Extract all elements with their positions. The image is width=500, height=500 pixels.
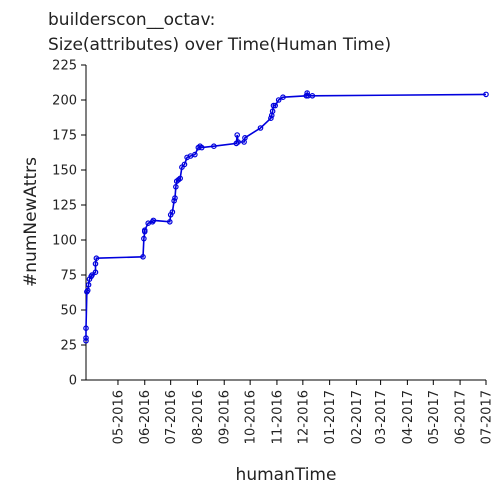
y-tick-label: 100 bbox=[52, 234, 77, 249]
y-tick-label: 0 bbox=[69, 374, 77, 389]
data-series bbox=[83, 90, 489, 344]
y-tick-label: 200 bbox=[52, 94, 77, 109]
data-point bbox=[140, 253, 146, 260]
x-tick-label: 05-2017 bbox=[427, 390, 442, 444]
data-point bbox=[268, 115, 274, 122]
data-point bbox=[192, 151, 198, 158]
data-point bbox=[483, 91, 489, 98]
data-point bbox=[280, 94, 286, 101]
data-point bbox=[85, 281, 92, 288]
data-point bbox=[83, 335, 89, 341]
data-point bbox=[309, 93, 316, 99]
data-point bbox=[169, 209, 176, 215]
x-tick-label: 05-2016 bbox=[111, 390, 126, 444]
x-tick-label: 06-2017 bbox=[454, 390, 469, 444]
data-point bbox=[171, 198, 177, 204]
data-point bbox=[92, 269, 99, 276]
x-tick-label: 09-2016 bbox=[218, 390, 233, 444]
y-axis-label: #numNewAttrs bbox=[21, 157, 41, 287]
data-point bbox=[257, 125, 264, 131]
data-point bbox=[272, 102, 279, 109]
data-point bbox=[83, 337, 89, 344]
data-point bbox=[141, 227, 148, 234]
x-tick-label: 11-2016 bbox=[270, 390, 285, 444]
y-tick-label: 125 bbox=[52, 199, 77, 214]
x-tick-label: 06-2016 bbox=[138, 390, 153, 444]
data-point bbox=[93, 255, 100, 262]
x-tick-label: 02-2017 bbox=[350, 390, 365, 444]
data-point bbox=[172, 195, 178, 201]
x-tick-label: 10-2016 bbox=[244, 390, 259, 444]
data-point bbox=[242, 135, 248, 141]
data-point bbox=[83, 325, 89, 332]
x-tick-label: 08-2016 bbox=[191, 390, 206, 444]
y-tick-label: 175 bbox=[52, 129, 77, 144]
data-point bbox=[275, 97, 282, 103]
data-point bbox=[234, 132, 240, 138]
data-point bbox=[211, 143, 217, 150]
data-point bbox=[141, 235, 147, 242]
x-tick-label: 03-2017 bbox=[374, 390, 389, 444]
y-tick-label: 150 bbox=[52, 164, 77, 179]
x-tick-label: 07-2016 bbox=[164, 390, 179, 444]
series-line bbox=[85, 90, 487, 341]
y-tick-label: 225 bbox=[52, 59, 77, 74]
data-point bbox=[269, 108, 276, 115]
y-tick-label: 75 bbox=[60, 269, 77, 284]
y-axis-ticks: 0 25 50 75 100 125 150 175 200 225 bbox=[52, 59, 86, 389]
x-tick-label: 04-2017 bbox=[401, 390, 416, 444]
data-point bbox=[177, 175, 183, 182]
x-tick-label: 12-2016 bbox=[296, 390, 311, 444]
data-point bbox=[198, 144, 205, 151]
data-point bbox=[167, 219, 173, 225]
data-point bbox=[92, 260, 99, 267]
x-tick-label: 07-2017 bbox=[480, 390, 495, 444]
data-point bbox=[89, 272, 95, 278]
x-axis-label: humanTime bbox=[236, 465, 337, 485]
chart-title-line-2: Size(attributes) over Time(Human Time) bbox=[48, 35, 391, 55]
data-point bbox=[84, 287, 91, 294]
y-tick-label: 25 bbox=[60, 339, 77, 354]
x-axis-ticks: 05-2016 06-2016 07-2016 08-2016 09-2016 10-20… bbox=[111, 380, 495, 444]
data-point bbox=[173, 184, 179, 190]
data-point bbox=[150, 217, 157, 224]
y-tick-label: 50 bbox=[60, 304, 77, 319]
data-point bbox=[181, 161, 188, 168]
data-point bbox=[304, 90, 310, 96]
x-tick-label: 01-2017 bbox=[323, 390, 338, 444]
chart-title-line-1: builderscon__octav: bbox=[48, 10, 215, 30]
data-point bbox=[235, 139, 241, 145]
